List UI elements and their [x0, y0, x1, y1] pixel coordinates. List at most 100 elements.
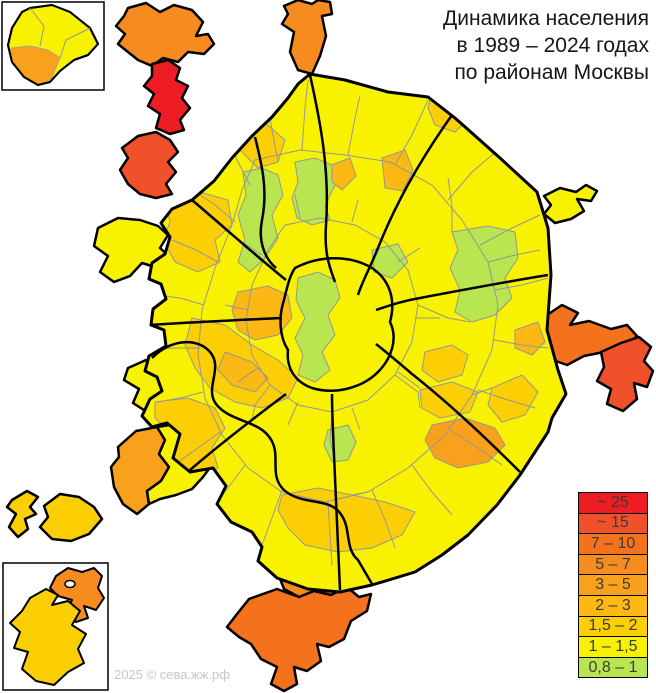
district-boundary-line	[251, 384, 271, 421]
inset-hole	[64, 579, 76, 589]
inset-boundary-line	[29, 7, 45, 47]
legend-item-label: 3 – 5	[595, 576, 631, 594]
district-boundary-line	[397, 247, 421, 263]
district-boundary-line	[301, 79, 309, 151]
inset-boundary-line	[59, 27, 91, 59]
district-boundary-line	[394, 374, 421, 409]
district-boundary-line	[447, 177, 453, 232]
legend-item-c1_1_5: 1 – 1,5	[578, 636, 648, 658]
district-boundary-line	[449, 429, 503, 466]
district-boundary-line	[417, 304, 471, 323]
district-boundary-line	[347, 95, 361, 156]
district-boundary-line	[411, 464, 453, 516]
district-boundary-line	[487, 249, 541, 263]
inset-region	[9, 588, 87, 686]
okrug-boundary-line	[279, 257, 395, 392]
map-title: Динамика населения в 1989 – 2024 годах п…	[443, 5, 649, 86]
map-region-district	[487, 374, 539, 423]
district-boundary-line	[327, 501, 333, 566]
district-boundary-line	[351, 491, 369, 496]
district-boundary-line	[351, 407, 361, 431]
district-boundary-line	[195, 191, 236, 223]
district-boundary-line	[241, 241, 263, 256]
legend-item-label: ~ 15	[597, 514, 629, 532]
legend-item-c7_10: 7 – 10	[578, 533, 648, 555]
legend-item-label: 2 – 3	[595, 596, 631, 614]
district-boundary-line	[224, 304, 249, 311]
okrug-boundary-line	[308, 74, 337, 283]
map-region-exclave	[114, 1, 216, 68]
legend-item-c3_5: 3 – 5	[578, 574, 648, 596]
okrug-boundary-line	[149, 316, 283, 327]
map-title-line-2: в 1989 – 2024 годах	[456, 34, 649, 57]
district-boundary-line	[394, 99, 429, 166]
district-boundary-line	[157, 391, 204, 403]
inset-region-outline	[7, 4, 99, 86]
district-boundary-line	[245, 217, 419, 413]
okrug-boundary-line	[375, 273, 549, 312]
map-region-exclave	[545, 303, 639, 367]
map-region-district	[449, 225, 519, 323]
map-region-district	[217, 351, 269, 393]
map-title-line-1: Динамика населения	[443, 7, 649, 30]
district-boundary-line	[479, 214, 541, 246]
district-boundary-line	[493, 339, 549, 349]
map-region-exclave	[142, 58, 192, 136]
map-region-exclave	[109, 425, 171, 516]
legend-item-c2_3: 2 – 3	[578, 594, 648, 617]
district-boundary-line	[177, 431, 221, 463]
district-boundary-line	[351, 199, 359, 223]
okrug-boundary-line	[330, 393, 342, 591]
district-boundary-line	[471, 387, 493, 396]
okrug-boundary-line	[253, 136, 277, 269]
mkad-outline	[140, 72, 568, 594]
legend-item-c1_5_2: 1,5 – 2	[578, 615, 648, 638]
map-region-exclave	[38, 492, 104, 543]
map-region-district	[294, 271, 341, 383]
map-region-district	[421, 344, 469, 383]
legend-item-c25: ~ 25	[578, 492, 648, 514]
inset-region	[49, 567, 105, 623]
legend-item-c5_7: 5 – 7	[578, 553, 648, 576]
copyright-text: 2025 © сева.жж.рф	[114, 667, 230, 682]
district-boundary-line	[171, 239, 219, 263]
map-region-district	[424, 417, 506, 469]
district-boundary-line	[294, 194, 301, 219]
district-boundary-line	[237, 367, 259, 383]
district-boundary-line	[477, 389, 536, 409]
interior-layer	[149, 74, 549, 591]
river-line	[151, 340, 374, 585]
district-boundary-line	[261, 489, 283, 546]
legend-item-label: 5 – 7	[595, 555, 631, 573]
map-region-exclave	[118, 130, 180, 200]
okrug-boundary-line	[189, 393, 287, 471]
map-region-district	[277, 487, 416, 553]
map-region-district	[237, 167, 284, 273]
district-boundary-line	[287, 401, 299, 426]
inset-box-1	[1, 1, 105, 91]
district-boundary-line	[397, 371, 421, 389]
legend-item-label: ~ 25	[597, 493, 629, 511]
map-region-exclave	[280, 0, 334, 76]
legend-item-c0_8_1: 0,8 – 1	[578, 656, 648, 679]
map-region-exclave	[225, 585, 373, 693]
map-region-district	[331, 157, 357, 191]
map-region-district	[291, 157, 336, 226]
district-boundary-line	[197, 149, 499, 503]
legend: ~ 25 ~ 15 7 – 10 5 – 7 3 – 5 2 – 3 1,5 – 2 1 – …	[578, 492, 648, 679]
okrug-boundary-line	[356, 114, 454, 296]
legend-item-c15: ~ 15	[578, 512, 648, 535]
map-title-line-3: по районам Москвы	[454, 61, 649, 84]
map-region-district	[381, 149, 414, 192]
legend-item-label: 1,5 – 2	[588, 617, 638, 635]
map-region-exclave	[595, 335, 655, 413]
legend-item-label: 0,8 – 1	[588, 658, 638, 676]
legend-item-label: 1 – 1,5	[588, 637, 638, 655]
legend-item-label: 7 – 10	[590, 534, 636, 552]
map-region-exclave	[542, 183, 599, 225]
map-region-exclave	[5, 489, 40, 539]
district-boundary-line	[371, 489, 396, 549]
okrug-boundary-line	[191, 199, 287, 281]
